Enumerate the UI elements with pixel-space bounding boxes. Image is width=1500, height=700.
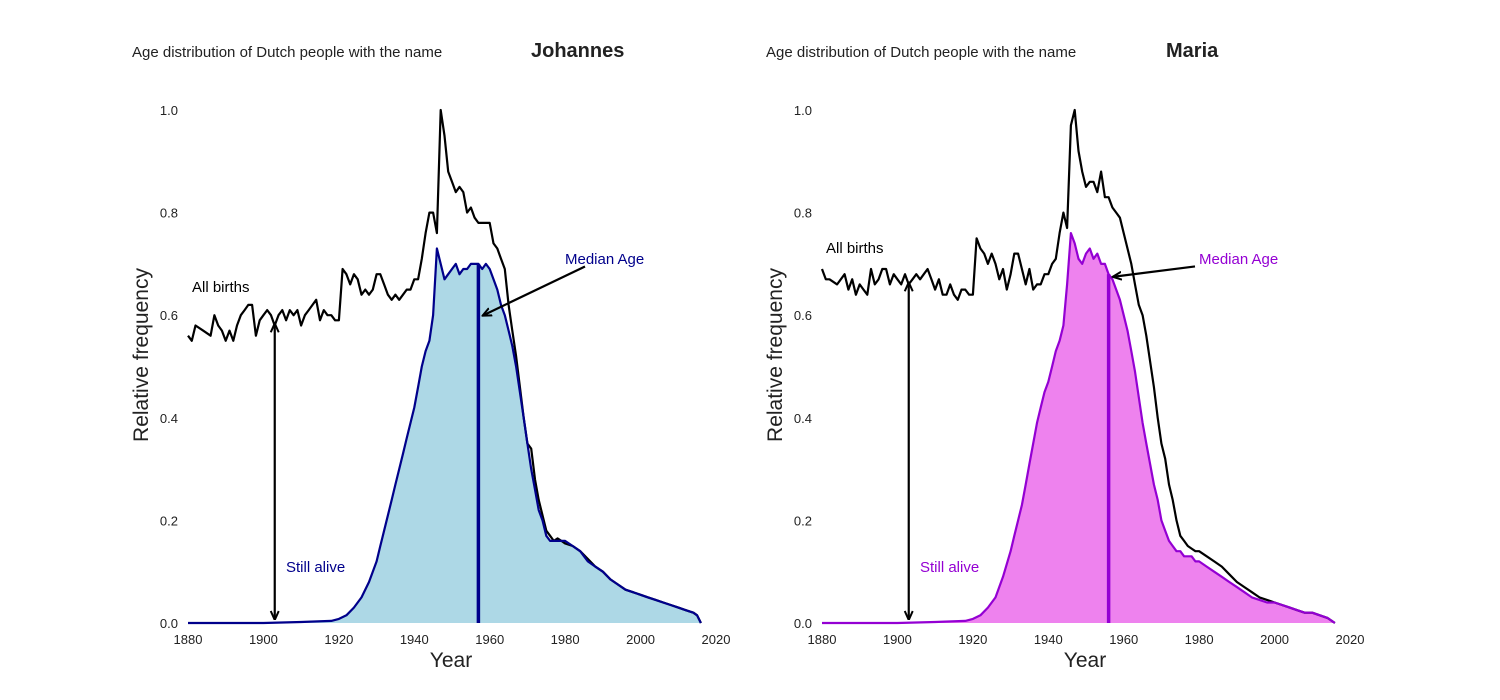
plot-area — [820, 108, 1336, 625]
y-tick-label: 0.4 — [160, 411, 178, 426]
still-alive-area — [188, 248, 701, 623]
y-tick-label: 0.8 — [794, 206, 812, 221]
all-births-line — [187, 108, 702, 624]
still-alive-line — [822, 232, 1336, 625]
x-axis-label: Year — [430, 649, 472, 672]
y-axis-label: Relative frequency — [764, 268, 787, 442]
x-tick-label: 1880 — [174, 632, 203, 647]
chart-title-name: Maria — [1166, 40, 1219, 62]
x-tick-label: 2000 — [1260, 632, 1289, 647]
median-age-arrow — [1114, 265, 1196, 276]
y-tick-label: 0.6 — [160, 308, 178, 323]
y-ticks: 0.0 0.2 0.4 0.6 0.8 1.0 — [160, 103, 178, 631]
x-tick-label: 1900 — [883, 632, 912, 647]
x-ticks: 1880 1900 1920 1940 1960 1980 2000 2020 — [808, 632, 1365, 647]
x-tick-label: 1880 — [808, 632, 837, 647]
y-tick-label: 0.0 — [794, 616, 812, 631]
y-tick-label: 1.0 — [794, 103, 812, 118]
x-tick-label: 1940 — [1034, 632, 1063, 647]
annotation-still-alive: Still alive — [286, 559, 345, 576]
y-axis-label: Relative frequency — [130, 268, 153, 442]
annotation-still-alive: Still alive — [920, 559, 979, 576]
y-tick-label: 0.2 — [160, 513, 178, 528]
x-tick-label: 1940 — [400, 632, 429, 647]
still-alive-line — [188, 247, 702, 625]
y-tick-label: 0.0 — [160, 616, 178, 631]
x-tick-label: 1920 — [324, 632, 353, 647]
median-age-arrow — [483, 265, 586, 315]
y-tick-label: 0.4 — [794, 411, 812, 426]
y-ticks: 0.0 0.2 0.4 0.6 0.8 1.0 — [794, 103, 812, 631]
x-tick-label: 2020 — [1336, 632, 1365, 647]
chart-title-prefix: Age distribution of Dutch people with th… — [766, 44, 1076, 61]
all-births-line — [820, 108, 1336, 624]
chart-panel-johannes: Age distribution of Dutch people with th… — [130, 40, 730, 672]
x-tick-label: 1980 — [1185, 632, 1214, 647]
x-tick-label: 1960 — [1109, 632, 1138, 647]
chart-title-name: Johannes — [531, 40, 624, 62]
chart-panel-maria: Age distribution of Dutch people with th… — [764, 40, 1364, 672]
x-tick-label: 2000 — [626, 632, 655, 647]
annotation-all-births: All births — [192, 279, 250, 296]
plot-area — [187, 108, 702, 625]
still-alive-area — [822, 233, 1335, 623]
x-ticks: 1880 1900 1920 1940 1960 1980 2000 2020 — [174, 632, 731, 647]
x-tick-label: 1980 — [551, 632, 580, 647]
x-tick-label: 2020 — [702, 632, 731, 647]
y-tick-label: 0.2 — [794, 513, 812, 528]
y-tick-label: 0.6 — [794, 308, 812, 323]
chart-title-prefix: Age distribution of Dutch people with th… — [132, 44, 442, 61]
y-tick-label: 0.8 — [160, 206, 178, 221]
x-axis-label: Year — [1064, 649, 1106, 672]
annotation-all-births: All births — [826, 240, 884, 257]
annotation-median-age: Median Age — [565, 251, 644, 268]
x-tick-label: 1960 — [475, 632, 504, 647]
annotation-median-age: Median Age — [1199, 251, 1278, 268]
y-tick-label: 1.0 — [160, 103, 178, 118]
x-tick-label: 1920 — [958, 632, 987, 647]
x-tick-label: 1900 — [249, 632, 278, 647]
